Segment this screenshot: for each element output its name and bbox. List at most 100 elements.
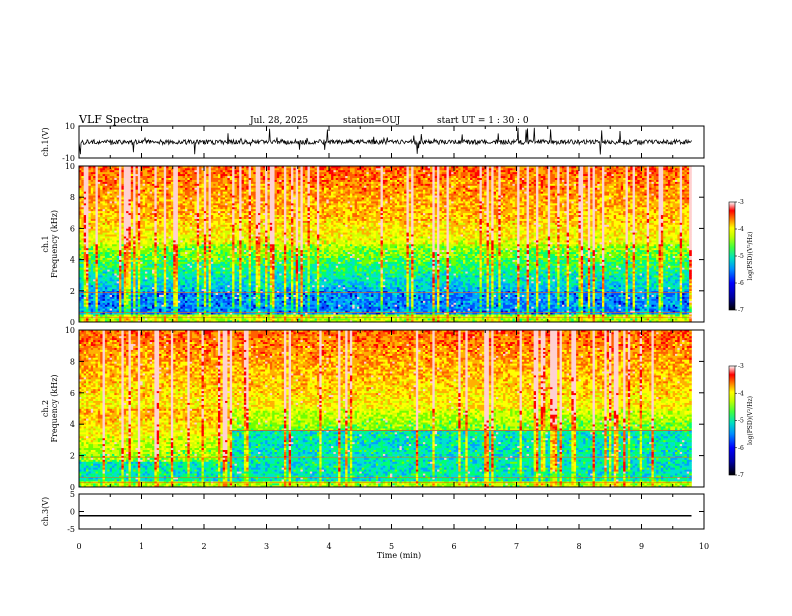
ch1-spectrogram-cell	[117, 256, 120, 258]
ch1-spectrogram-cell	[110, 260, 113, 262]
ch1-spectrogram-cell	[88, 203, 91, 205]
ch1-spectrogram-cell	[119, 209, 122, 211]
ch1-spectrogram-cell	[180, 281, 183, 283]
ch1-spectrogram-cell	[143, 199, 146, 201]
ch1-spectrogram-cell	[183, 285, 186, 287]
ch1-spectrogram-cell	[164, 318, 167, 320]
ch1-spectrogram-cell	[190, 240, 193, 242]
ch1-spectrogram-cell	[173, 217, 176, 219]
ch1-spectrogram-cell	[84, 256, 87, 258]
ch1-spectrogram-cell	[164, 289, 167, 291]
ch1-spectrogram-cell	[138, 306, 141, 308]
ch1-spectrogram-cell	[190, 232, 193, 234]
ch1-spectrogram-cell	[180, 303, 183, 305]
ch1-spectrogram-cell	[126, 299, 129, 301]
ch1-spectrogram-cell	[140, 285, 143, 287]
ch1-spectrogram-cell	[103, 299, 106, 301]
ch1-spectrogram-cell	[180, 265, 183, 267]
ch1-spectrogram-cell	[103, 193, 106, 195]
ch1-spectrogram-cell	[107, 256, 110, 258]
ch1-spectrogram-cell	[183, 258, 186, 260]
ch1-spectrogram-cell	[107, 275, 110, 277]
ch1-spectrogram-cell	[161, 260, 164, 262]
ch1-spectrogram-cell	[192, 250, 195, 252]
ch1-spectrogram-cell	[100, 295, 103, 297]
ch1-spectrogram-cell	[128, 277, 131, 279]
ch1-spectrogram-cell	[138, 295, 141, 297]
ch1-spectrogram-cell	[88, 267, 91, 269]
ch1-spectrogram-cell	[114, 285, 117, 287]
ch1-spectrogram-cell	[176, 299, 179, 301]
ch1-spectrogram-cell	[159, 256, 162, 258]
ch1-spectrogram-cell	[159, 176, 162, 178]
ch1-spectrogram-cell	[157, 273, 160, 275]
ch1-spectrogram-cell	[173, 238, 176, 240]
ch1-spectrogram-cell	[98, 285, 101, 287]
ch1-spectrogram-cell	[173, 269, 176, 271]
ch1-spectrogram-cell	[114, 209, 117, 211]
ch1-spectrogram-cell	[121, 209, 124, 211]
ch1-spectrogram-cell	[159, 203, 162, 205]
ch1-spectrogram-cell	[93, 262, 96, 264]
ch1-spectrogram-cell	[152, 306, 155, 308]
ch1-spectrogram-cell	[110, 244, 113, 246]
ch1-spectrogram-cell	[147, 211, 150, 213]
ch1-spectrogram-cell	[91, 273, 94, 275]
ch1-spectrogram-cell	[171, 193, 174, 195]
ch1-spectrogram-cell	[119, 304, 122, 306]
ch1-spectrogram-cell	[100, 273, 103, 275]
ch1-spectrogram-cell	[176, 264, 179, 266]
ch1-spectrogram-cell	[147, 264, 150, 266]
ch1-spectrogram-cell	[190, 174, 193, 176]
ch1-spectrogram-cell	[88, 205, 91, 207]
ch1-spectrogram-cell	[112, 273, 115, 275]
ch1-spectrogram-cell	[157, 211, 160, 213]
ch1-spectrogram-cell	[119, 242, 122, 244]
ch1-spectrogram-cell	[152, 271, 155, 273]
ch1-spectrogram-cell	[138, 277, 141, 279]
ch1-spectrogram-cell	[159, 225, 162, 227]
ch1-spectrogram-cell	[145, 264, 148, 266]
ch1-spectrogram-cell	[95, 306, 98, 308]
ch1-spectrogram-cell	[150, 254, 153, 256]
ch1-spectrogram-cell	[176, 209, 179, 211]
ch1-spectrogram-cell	[159, 310, 162, 312]
ch1-spectrogram-cell	[126, 314, 129, 316]
ch1-spectrogram-cell	[128, 195, 131, 197]
ch1-spectrogram-cell	[138, 273, 141, 275]
ch1-spectrogram-cell	[121, 219, 124, 221]
ch1-spectrogram-cell	[86, 203, 89, 205]
ch1-spectrogram-cell	[166, 262, 169, 264]
ch1-spectrogram-cell	[171, 189, 174, 191]
ch1-spectrogram-cell	[107, 267, 110, 269]
ch1-spectrogram-cell	[166, 217, 169, 219]
ch1-spectrogram-cell	[98, 172, 101, 174]
ch1-spectrogram-cell	[190, 193, 193, 195]
ch1-spectrogram-cell	[133, 203, 136, 205]
ch1-spectrogram-cell	[169, 308, 172, 310]
ch1-spectrogram-cell	[112, 174, 115, 176]
ch1-spectrogram-cell	[103, 293, 106, 295]
ch1-spectrogram-cell	[147, 209, 150, 211]
ch1-spectrogram-cell	[147, 240, 150, 242]
ch1-spectrogram-cell	[154, 195, 157, 197]
ch1-spectrogram-cell	[95, 267, 98, 269]
ch1-spectrogram-cell	[183, 195, 186, 197]
ch1-spectrogram-cell	[110, 203, 113, 205]
ch1-spectrogram-cell	[88, 234, 91, 236]
ch1-spectrogram-cell	[169, 174, 172, 176]
ch1-spectrogram-cell	[133, 193, 136, 195]
ch1-spectrogram-cell	[147, 256, 150, 258]
ch1-spectrogram-cell	[178, 285, 181, 287]
ch1-spectrogram-cell	[173, 273, 176, 275]
ch1-spectrogram-cell	[150, 213, 153, 215]
ch1-spectrogram-cell	[171, 174, 174, 176]
ch1-spectrogram-cell	[169, 170, 172, 172]
ch1-spectrogram-cell	[169, 277, 172, 279]
ch1-spectrogram-cell	[86, 242, 89, 244]
ch1-spectrogram-cell	[107, 260, 110, 262]
ch1-spectrogram-cell	[119, 273, 122, 275]
ch1-spectrogram-cell	[138, 269, 141, 271]
ch1-spectrogram-cell	[154, 178, 157, 180]
ch1-spectrogram-cell	[103, 211, 106, 213]
